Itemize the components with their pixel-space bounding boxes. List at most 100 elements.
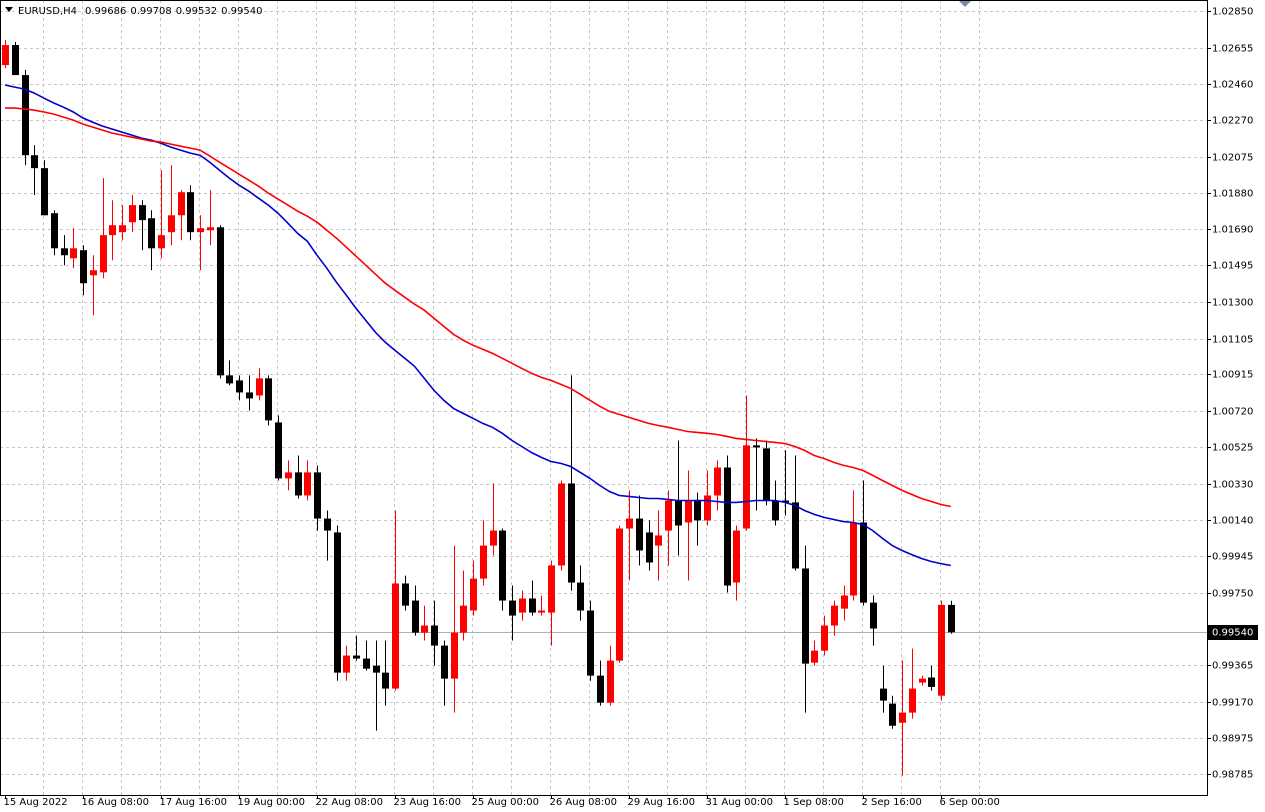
candle-body — [860, 522, 867, 603]
candle-body — [782, 500, 789, 503]
candle-body — [831, 605, 838, 626]
candle-body — [90, 270, 97, 276]
candle-body — [636, 518, 643, 551]
candle-body — [61, 248, 68, 256]
candle-body — [646, 532, 653, 563]
candle-body — [490, 530, 497, 546]
candle-body — [821, 625, 828, 651]
y-tick-label: 1.01690 — [1212, 225, 1253, 236]
candle-body — [119, 225, 126, 233]
candle-body — [499, 530, 506, 601]
candle-body — [412, 600, 419, 633]
candle-body — [802, 568, 809, 664]
y-tick-label: 0.98975 — [1212, 734, 1253, 745]
candle-body — [792, 502, 799, 569]
candle-body — [616, 528, 623, 661]
candle-body — [226, 375, 233, 384]
x-tick-label: 25 Aug 00:00 — [472, 797, 539, 808]
candle-body — [275, 422, 282, 479]
candle-body — [460, 605, 467, 633]
y-tick-label: 0.98785 — [1212, 770, 1253, 781]
x-tick-label: 2 Sep 16:00 — [862, 797, 922, 808]
x-tick-label: 19 Aug 00:00 — [238, 797, 305, 808]
candle-body — [343, 655, 350, 673]
y-tick-label: 1.01105 — [1212, 335, 1253, 346]
candle-body — [724, 467, 731, 586]
y-tick-label: 0.99170 — [1212, 698, 1253, 709]
candle-body — [480, 545, 487, 579]
candle-body — [236, 380, 243, 393]
y-tick-label: 0.99945 — [1212, 552, 1253, 563]
candle-body — [421, 625, 428, 633]
ohlc-value: 0.99532 — [176, 6, 217, 17]
x-tick-label: 31 Aug 00:00 — [706, 797, 773, 808]
candle-body — [70, 248, 77, 259]
x-tick-label: 6 Sep 00:00 — [940, 797, 1000, 808]
candle-body — [402, 583, 409, 606]
candle-body — [743, 445, 750, 529]
x-tick-label: 22 Aug 08:00 — [316, 797, 383, 808]
candle-body — [12, 45, 19, 76]
x-tick-label: 26 Aug 08:00 — [550, 797, 617, 808]
candle-body — [451, 632, 458, 679]
x-tick-label: 16 Aug 08:00 — [82, 797, 149, 808]
candle-body — [22, 75, 29, 156]
candle-body — [529, 598, 536, 613]
x-tick-label: 29 Aug 16:00 — [628, 797, 695, 808]
candle-body — [704, 495, 711, 521]
candle-body — [714, 467, 721, 496]
candle-body — [519, 598, 526, 613]
candle-body — [256, 378, 263, 396]
candle-body — [373, 665, 380, 673]
y-tick-label: 1.02460 — [1212, 80, 1253, 91]
candle-body — [548, 565, 555, 613]
candle-body — [2, 45, 9, 66]
candle-body — [948, 604, 955, 633]
candle-body — [197, 228, 204, 233]
candle-body — [577, 582, 584, 611]
candle-body — [178, 192, 185, 216]
y-tick-label: 1.02075 — [1212, 153, 1253, 164]
candle-body — [168, 215, 175, 233]
symbol: EURUSD,H4 — [18, 6, 77, 17]
candle-body — [265, 378, 272, 421]
candle-body — [158, 235, 165, 249]
candle-body — [431, 625, 438, 646]
candle-body — [441, 645, 448, 679]
menu-arrow[interactable] — [5, 7, 13, 12]
candle-body — [558, 483, 565, 566]
candle-body — [392, 583, 399, 689]
y-tick-label: 1.01300 — [1212, 298, 1253, 309]
candle-body — [665, 500, 672, 531]
candle-body — [129, 205, 136, 223]
candle-body — [139, 205, 146, 221]
candle-body — [841, 595, 848, 609]
y-tick-label: 1.00140 — [1212, 516, 1253, 527]
candle-body — [31, 155, 38, 169]
candle-body — [870, 602, 877, 629]
moving-average — [5, 107, 951, 508]
candle-body — [919, 678, 926, 683]
shift-marker[interactable] — [959, 1, 971, 7]
candle-body — [285, 472, 292, 479]
y-tick-label: 1.01495 — [1212, 261, 1253, 272]
candle-body — [811, 650, 818, 663]
candle-body — [899, 712, 906, 723]
ohlc-value: 0.99686 — [85, 6, 126, 17]
y-tick-label: 1.02270 — [1212, 116, 1253, 127]
candle-body — [314, 472, 321, 519]
candle-body — [850, 522, 857, 596]
candle-body — [295, 472, 302, 496]
candle-body — [675, 500, 682, 526]
candle-body — [928, 677, 935, 687]
candle-body — [587, 610, 594, 676]
x-tick-label: 1 Sep 08:00 — [784, 797, 844, 808]
candle-body — [909, 688, 916, 713]
y-tick-label: 1.00525 — [1212, 443, 1253, 454]
candle-body — [470, 578, 477, 611]
candle-body — [889, 703, 896, 726]
grid — [0, 0, 1207, 795]
candle-body — [100, 235, 107, 273]
